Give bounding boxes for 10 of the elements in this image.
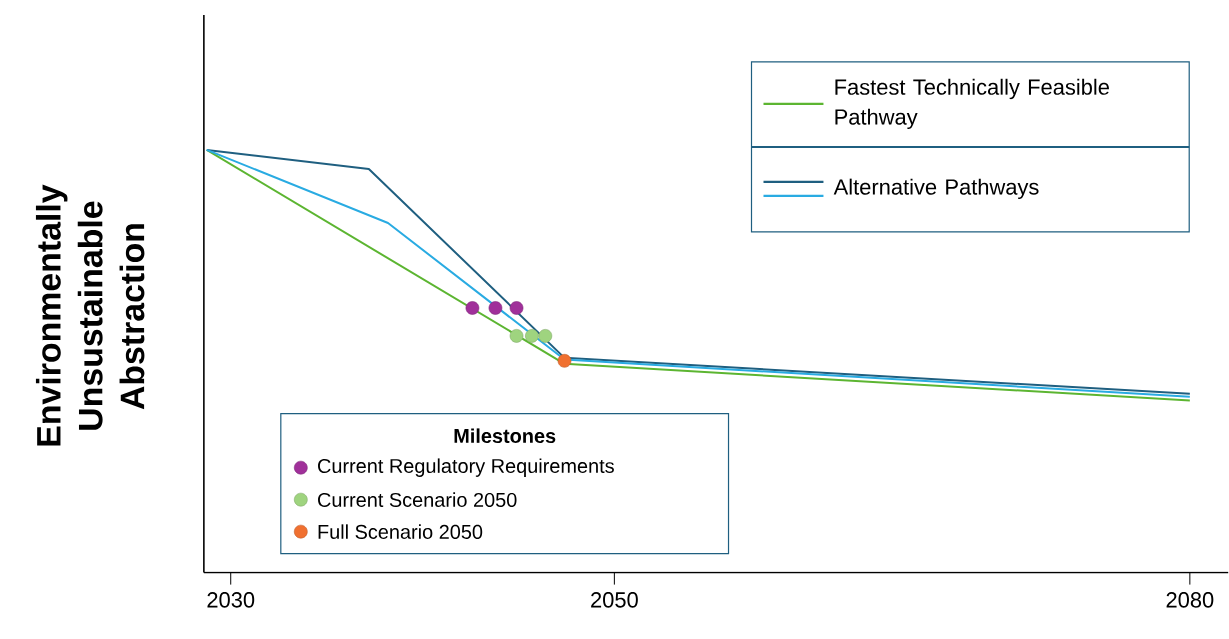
legend-label: Full Scenario 2050 [318, 524, 483, 540]
legend-label: Fastest Technically Feasible Pathway [835, 78, 1109, 130]
x-tick-label: 2080 [1166, 592, 1214, 608]
x-tick-label: 2030 [207, 592, 255, 608]
legend-title: Milestones [454, 428, 556, 444]
legend-label: Alternative Pathways [833, 178, 1039, 200]
legend-label: Current Regulatory Requirements [318, 458, 614, 478]
legend-label: Current Scenario 2050 [318, 492, 517, 508]
x-tick-label: 2050 [591, 592, 638, 608]
y-axis-title: Environmentally Unsustainable Abstraction [35, 184, 145, 446]
